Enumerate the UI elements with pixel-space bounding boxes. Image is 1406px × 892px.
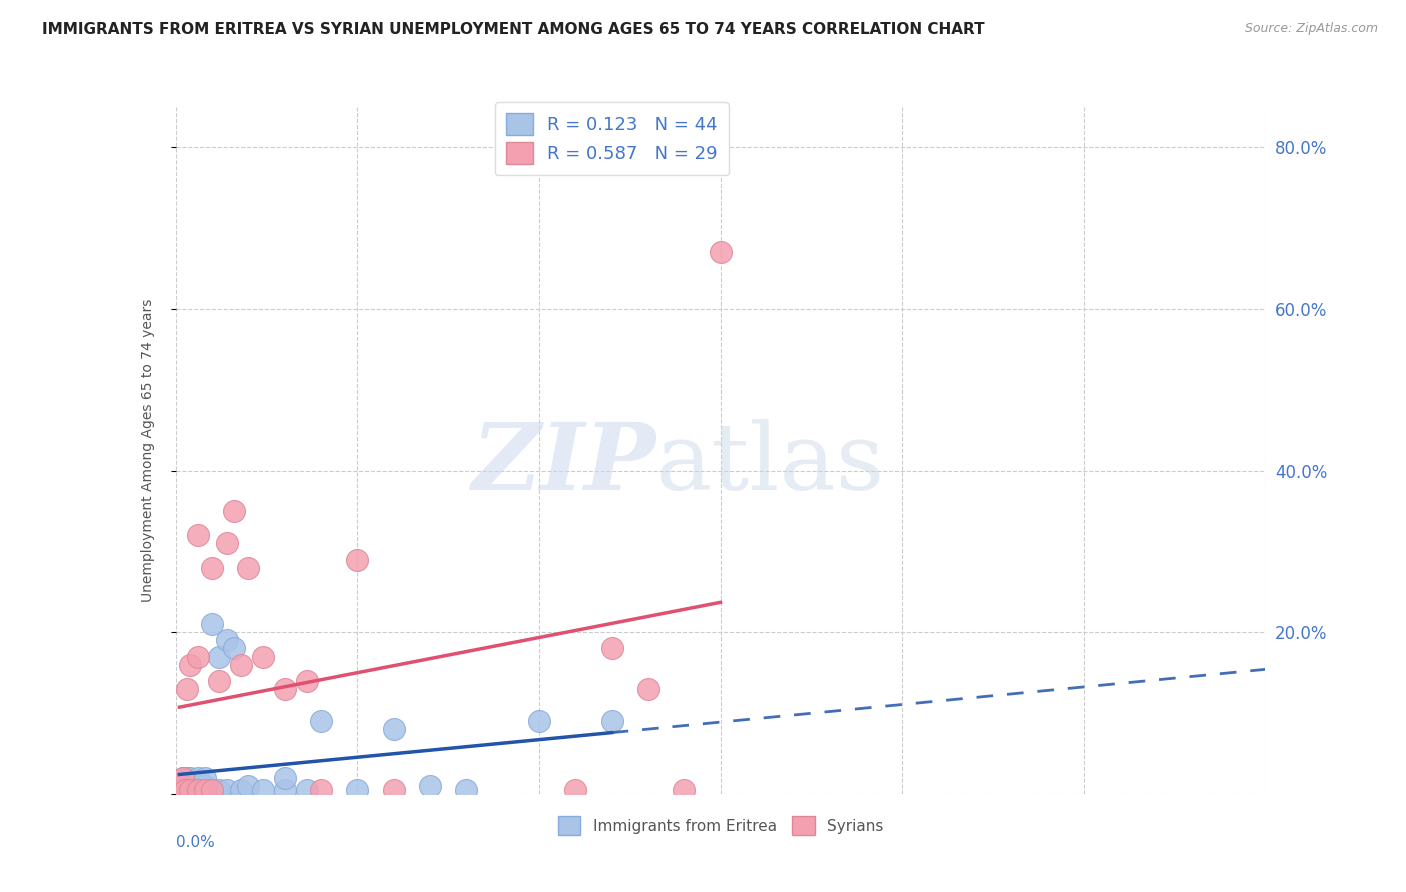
- Point: [180, 782, 202, 797]
- Point: [231, 657, 253, 672]
- Point: [274, 782, 297, 797]
- Point: [222, 641, 245, 656]
- Point: [179, 771, 201, 785]
- Point: [527, 714, 550, 728]
- Point: [176, 681, 198, 696]
- Point: [179, 657, 201, 672]
- Point: [186, 771, 209, 785]
- Point: [274, 681, 297, 696]
- Point: [170, 782, 193, 797]
- Point: [215, 633, 238, 648]
- Point: [174, 779, 197, 793]
- Point: [179, 782, 201, 797]
- Point: [238, 779, 260, 793]
- Point: [710, 245, 733, 260]
- Point: [179, 782, 201, 797]
- Y-axis label: Unemployment Among Ages 65 to 74 years: Unemployment Among Ages 65 to 74 years: [141, 299, 155, 602]
- Legend: Immigrants from Eritrea, Syrians: Immigrants from Eritrea, Syrians: [551, 810, 890, 841]
- Point: [274, 771, 297, 785]
- Point: [183, 782, 205, 797]
- Point: [222, 504, 245, 518]
- Text: 0.0%: 0.0%: [176, 835, 215, 850]
- Point: [170, 779, 193, 793]
- Point: [172, 771, 194, 785]
- Point: [215, 782, 238, 797]
- Point: [169, 782, 191, 797]
- Point: [637, 681, 659, 696]
- Point: [176, 782, 198, 797]
- Point: [176, 779, 198, 793]
- Point: [172, 782, 194, 797]
- Point: [194, 779, 217, 793]
- Point: [186, 528, 209, 542]
- Point: [600, 714, 623, 728]
- Point: [176, 771, 198, 785]
- Point: [295, 782, 318, 797]
- Point: [186, 782, 209, 797]
- Point: [208, 782, 231, 797]
- Point: [194, 771, 217, 785]
- Point: [564, 782, 586, 797]
- Point: [215, 536, 238, 550]
- Point: [295, 673, 318, 688]
- Point: [169, 782, 191, 797]
- Point: [194, 782, 217, 797]
- Point: [169, 782, 191, 797]
- Point: [174, 782, 197, 797]
- Point: [673, 782, 696, 797]
- Point: [252, 649, 274, 664]
- Point: [238, 560, 260, 574]
- Point: [382, 782, 405, 797]
- Point: [346, 552, 368, 566]
- Point: [172, 782, 194, 797]
- Point: [346, 782, 368, 797]
- Point: [208, 673, 231, 688]
- Point: [201, 617, 224, 632]
- Point: [173, 782, 195, 797]
- Point: [172, 771, 194, 785]
- Point: [309, 782, 332, 797]
- Text: Source: ZipAtlas.com: Source: ZipAtlas.com: [1244, 22, 1378, 36]
- Text: atlas: atlas: [655, 419, 884, 509]
- Point: [170, 782, 193, 797]
- Point: [172, 779, 194, 793]
- Text: IMMIGRANTS FROM ERITREA VS SYRIAN UNEMPLOYMENT AMONG AGES 65 TO 74 YEARS CORRELA: IMMIGRANTS FROM ERITREA VS SYRIAN UNEMPL…: [42, 22, 984, 37]
- Point: [186, 779, 209, 793]
- Point: [186, 649, 209, 664]
- Point: [208, 649, 231, 664]
- Point: [419, 779, 441, 793]
- Text: ZIP: ZIP: [471, 419, 655, 509]
- Point: [309, 714, 332, 728]
- Point: [231, 782, 253, 797]
- Point: [201, 782, 224, 797]
- Point: [186, 782, 209, 797]
- Point: [382, 723, 405, 737]
- Point: [252, 782, 274, 797]
- Point: [174, 782, 197, 797]
- Point: [194, 782, 217, 797]
- Point: [456, 782, 478, 797]
- Point: [172, 779, 194, 793]
- Point: [201, 560, 224, 574]
- Point: [201, 782, 224, 797]
- Point: [600, 641, 623, 656]
